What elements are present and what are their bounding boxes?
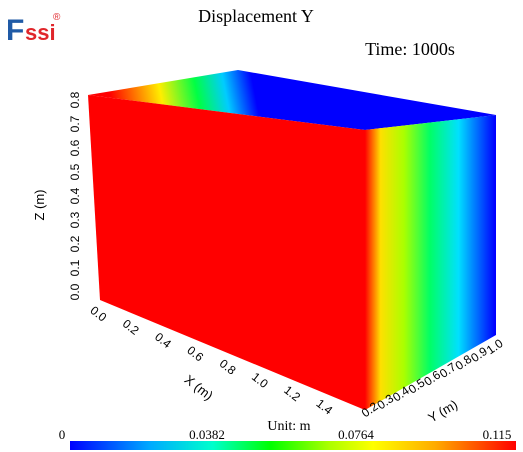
plot-title: Displacement Y xyxy=(198,6,314,26)
logo-registered-mark: ® xyxy=(53,12,61,23)
z-tick-label: 0.2 xyxy=(68,235,82,252)
z-tick-label: 0.5 xyxy=(68,163,82,180)
y-axis-label: Y (m) xyxy=(425,397,460,426)
z-axis-ticks: 0.0 0.1 0.2 0.3 0.4 0.5 0.6 0.7 0.8 xyxy=(68,91,82,300)
z-axis-label: Z (m) xyxy=(32,189,47,220)
z-tick-label: 0.3 xyxy=(68,211,82,228)
colorbar-label-1: 0.0382 xyxy=(189,427,225,442)
x-tick-label: 1.2 xyxy=(281,383,303,405)
box-front-face xyxy=(88,95,365,410)
unit-label: Unit: m xyxy=(267,419,310,434)
colorbar-label-max: 0.115 xyxy=(483,427,512,442)
z-tick-label: 0.1 xyxy=(68,259,82,276)
x-tick-label: 0.0 xyxy=(88,303,110,325)
x-tick-label: 1.0 xyxy=(249,370,271,392)
colorbar-label-min: 0 xyxy=(59,427,66,442)
z-tick-label: 0.8 xyxy=(68,91,82,108)
box-top-face xyxy=(88,70,496,130)
x-tick-label: 1.4 xyxy=(314,396,336,418)
x-tick-label: 0.4 xyxy=(152,330,174,352)
z-tick-label: 0.0 xyxy=(68,283,82,300)
time-label: Time: 1000s xyxy=(365,39,455,59)
colorbar-label-2: 0.0764 xyxy=(338,427,374,442)
x-tick-label: 0.8 xyxy=(217,356,239,378)
x-tick-label: 0.2 xyxy=(120,316,142,338)
fssi-logo: F ssi ® xyxy=(6,12,61,47)
logo-letters-ssi: ssi xyxy=(25,20,56,45)
colorbar: 0 0.0382 0.0764 0.115 xyxy=(59,427,516,450)
z-tick-label: 0.6 xyxy=(68,139,82,156)
x-axis-label: X (m) xyxy=(182,372,216,403)
box-side-face xyxy=(365,115,496,410)
x-tick-label: 0.6 xyxy=(184,343,206,365)
logo-letter-f: F xyxy=(6,14,24,47)
colorbar-gradient xyxy=(70,441,516,450)
displacement-box xyxy=(88,70,496,410)
z-tick-label: 0.4 xyxy=(68,187,82,204)
z-tick-label: 0.7 xyxy=(68,115,82,132)
